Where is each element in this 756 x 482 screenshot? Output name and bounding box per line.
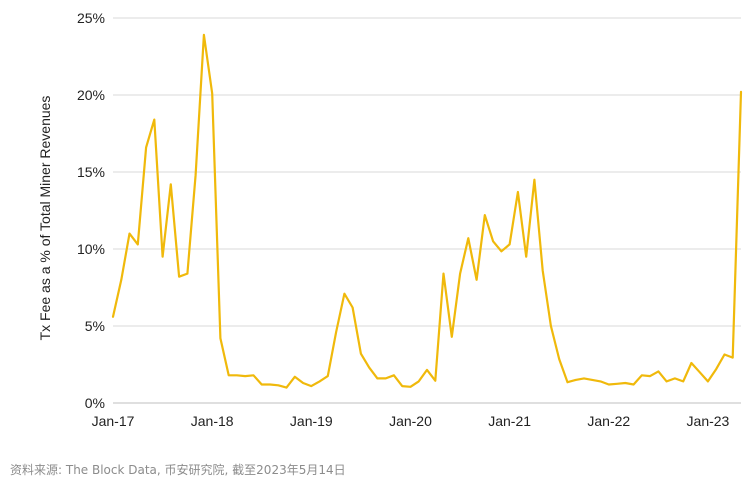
y-tick-label: 25% (77, 10, 105, 26)
x-tick-label: Jan-23 (687, 413, 730, 429)
x-tick-label: Jan-22 (587, 413, 630, 429)
y-tick-label: 5% (85, 318, 105, 334)
x-tick-label: Jan-18 (191, 413, 234, 429)
x-tick-label: Jan-21 (488, 413, 531, 429)
x-tick-labels: Jan-17 Jan-18 Jan-19 Jan-20 Jan-21 Jan-22 Jan-… (92, 413, 730, 429)
y-tick-labels: 0% 5% 10% 15% 20% 25% (77, 10, 105, 411)
x-tick-label: Jan-19 (290, 413, 333, 429)
source-note: 资料来源: The Block Data, 币安研究院, 截至2023年5月14… (10, 463, 346, 477)
y-tick-label: 15% (77, 164, 105, 180)
y-tick-label: 20% (77, 87, 105, 103)
y-tick-label: 0% (85, 395, 105, 411)
y-axis-label: Tx Fee as a % of Total Miner Revenues (37, 96, 53, 341)
line-chart: 0% 5% 10% 15% 20% 25% Jan-17 Jan-18 Jan-19 Jan-2… (37, 10, 743, 429)
x-tick-label: Jan-17 (92, 413, 135, 429)
x-tick-label: Jan-20 (389, 413, 432, 429)
y-tick-label: 10% (77, 241, 105, 257)
series-line (111, 33, 743, 389)
